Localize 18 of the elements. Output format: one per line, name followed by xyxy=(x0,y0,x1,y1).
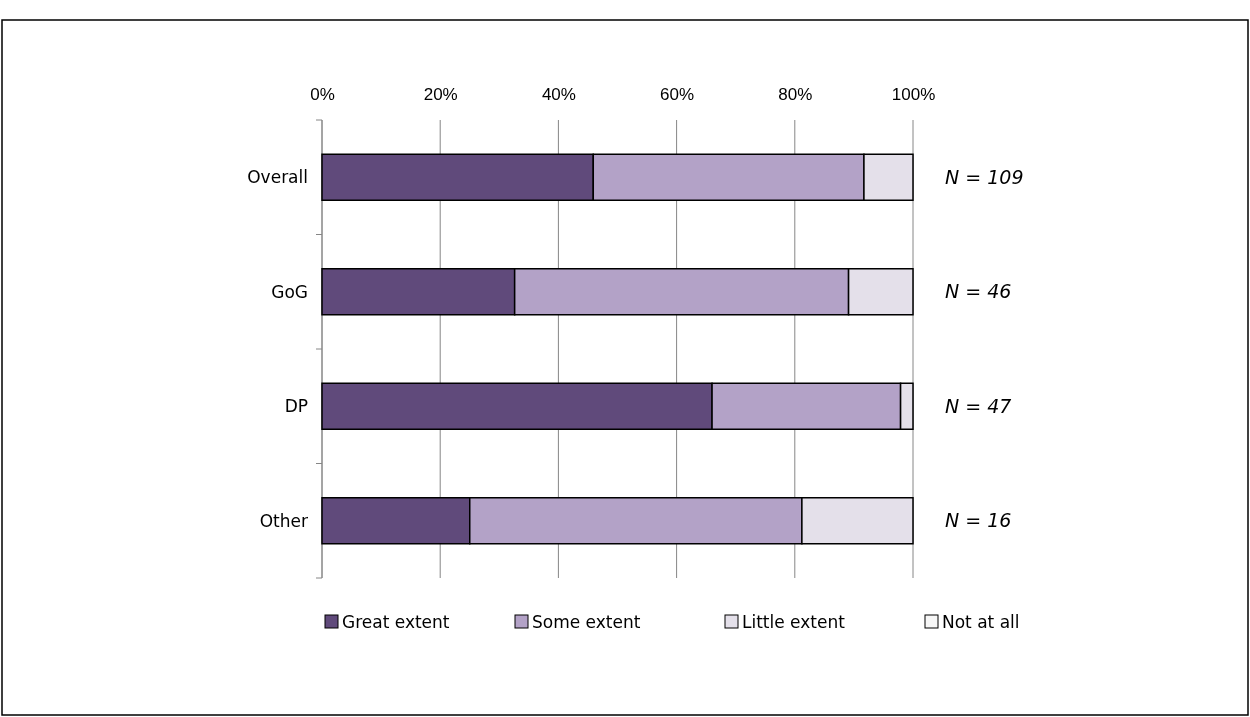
x-tick-label: 0% xyxy=(310,85,335,104)
y-tick-label: DP xyxy=(284,396,308,417)
y-tick-label: Other xyxy=(259,510,308,531)
x-tick-label: 80% xyxy=(778,85,813,104)
text: N = 46 xyxy=(945,280,1012,303)
text: N = 109 xyxy=(945,165,1024,188)
legend-label: Great extent xyxy=(342,611,450,632)
legend-label: Not at all xyxy=(942,611,1020,632)
legend-label: Some extent xyxy=(532,611,641,632)
x-tick-label: 40% xyxy=(541,85,576,104)
x-tick-label: 60% xyxy=(660,85,695,104)
text: N = 47 xyxy=(945,394,1012,417)
x-tick-label: 100% xyxy=(891,85,936,104)
y-tick-label: Overall xyxy=(247,167,308,188)
x-tick-label: 20% xyxy=(423,85,458,104)
y-tick-label: GoG xyxy=(271,281,308,302)
text: N = 16 xyxy=(945,509,1012,532)
legend-label: Little extent xyxy=(742,611,846,632)
